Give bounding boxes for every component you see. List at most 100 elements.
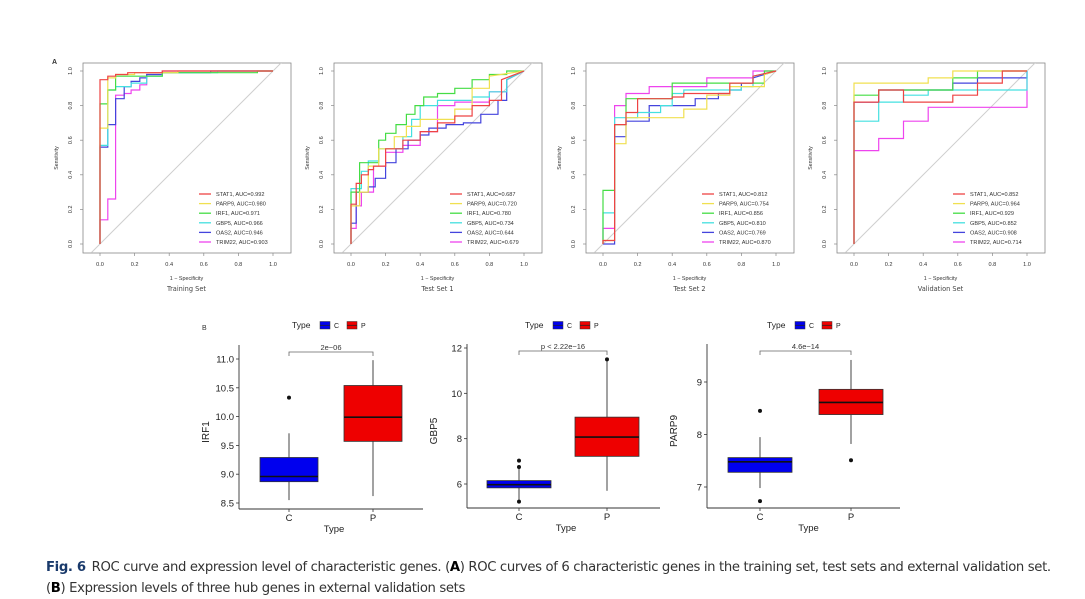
legend: Type C P: [767, 320, 841, 330]
legend-label: P: [836, 323, 841, 330]
y-tick-label: 0.6: [822, 136, 828, 144]
legend: Type C P: [525, 320, 599, 330]
legend-label: P: [594, 323, 599, 330]
outlier-point: [758, 499, 762, 504]
y-tick-label: 1.0: [822, 67, 828, 75]
figure-canvas: A B 0.0 0.2 0.4 0.6 0.8 1.0 0.0 0.2 0.4 0.6 0.8 1.0…: [52, 59, 1046, 535]
legend-label: TRIM22, AUC=0.870: [719, 240, 771, 246]
legend-label: PARP9, AUC=0.980: [216, 202, 266, 208]
x-tick-label: C: [757, 512, 764, 523]
x-tick-label: P: [370, 513, 376, 524]
y-tick-label: 1.0: [319, 67, 325, 75]
y-tick-label: 0.2: [822, 206, 828, 214]
y-axis-label: Sensitivity: [305, 146, 311, 170]
y-tick-label: 0.6: [571, 136, 577, 144]
caption-text-part: ) ROC curves of 6 characteristic genes i…: [46, 560, 1051, 596]
y-tick-label: 0.4: [571, 171, 577, 179]
x-tick-label: 1.0: [772, 262, 780, 268]
plot-frame: [82, 62, 292, 254]
y-tick-label: 0.0: [571, 240, 577, 248]
diagonal-reference-line: [593, 63, 785, 253]
caption-fig-label: Fig. 6: [46, 560, 86, 575]
x-tick-label: 0.2: [382, 262, 390, 268]
p-value-label: 4.6e−14: [792, 342, 819, 351]
y-tick-label: 10.5: [216, 383, 235, 394]
legend-label: OAS2, AUC=0.644: [467, 230, 514, 236]
legend-label: GBP5, AUC=0.852: [970, 221, 1017, 227]
x-tick-label: C: [286, 513, 293, 524]
y-tick-label: 0.6: [68, 136, 74, 144]
x-tick-label: 0.0: [347, 262, 355, 268]
x-axis-label: 1 − Specificity: [421, 276, 455, 282]
y-tick-label: 8: [697, 430, 702, 441]
outlier-point: [758, 408, 762, 413]
roc-line-trim22: [853, 71, 1028, 244]
outlier-point: [849, 458, 853, 463]
x-tick-label: P: [604, 512, 610, 523]
roc-panels: 0.0 0.2 0.4 0.6 0.8 1.0 0.0 0.2 0.4 0.6 0.8 1.0 Sens…: [54, 62, 1046, 293]
outlier-point: [517, 465, 521, 469]
legend-label: IRF1, AUC=0.856: [719, 211, 763, 217]
y-tick-label: 1.0: [571, 67, 577, 75]
y-tick-label: 12: [451, 344, 462, 355]
y-tick-label: 10.0: [216, 412, 235, 423]
roc-line-irf1: [853, 70, 1027, 244]
y-axis-label: Sensitivity: [808, 146, 814, 170]
legend-label: IRF1, AUC=0.780: [467, 211, 511, 217]
panel-label-a: A: [52, 59, 57, 66]
y-tick-label: 0.8: [319, 102, 325, 110]
legend-label: TRIM22, AUC=0.903: [216, 240, 268, 246]
legend-label: STAT1, AUC=0.992: [216, 192, 264, 198]
y-tick-label: 0.8: [571, 102, 577, 110]
x-tick-label: 0.6: [703, 262, 711, 268]
x-tick-label: P: [848, 512, 854, 523]
legend-label: C: [334, 323, 339, 330]
x-tick-label: 1.0: [269, 262, 277, 268]
outlier-point: [605, 357, 609, 362]
roc-line-parp9: [853, 70, 1027, 244]
boxplot-irf1: 8.5 9.0 9.5 10.0 10.5 11.0 C P IRF1 Type 2e−06 Type…: [201, 320, 423, 535]
p-value-label: 2e−06: [320, 343, 341, 352]
x-tick-label: 0.0: [850, 262, 858, 268]
legend-box: [949, 187, 1044, 252]
x-tick-label: 0.6: [954, 262, 962, 268]
legend-title: Type: [525, 320, 544, 330]
x-axis-label: 1 − Specificity: [673, 276, 707, 282]
outlier-point: [517, 458, 521, 463]
y-tick-label: 0.4: [319, 171, 325, 179]
boxplot-gbp5: 6 8 10 12 C P GBP5 Type p < 2.22e−16 Type C P: [429, 320, 660, 534]
legend: Type C P: [292, 320, 366, 330]
roc-line-stat1: [853, 70, 1027, 244]
legend-label: GBP5, AUC=0.734: [467, 221, 514, 227]
legend-label: TRIM22, AUC=0.714: [970, 240, 1022, 246]
x-tick-label: 0.2: [131, 262, 139, 268]
x-axis-label: Type: [324, 524, 345, 535]
outlier-point: [517, 499, 521, 504]
x-tick-label: 0.6: [451, 262, 459, 268]
legend-label: PARP9, AUC=0.964: [970, 202, 1020, 208]
legend-box: [195, 187, 290, 252]
legend-label: GBP5, AUC=0.810: [719, 221, 766, 227]
figure-caption: Fig. 6 ROC curve and expression level of …: [46, 557, 1066, 599]
legend-label: STAT1, AUC=0.812: [719, 192, 767, 198]
legend-box: [446, 187, 541, 252]
x-tick-label: 0.4: [668, 262, 676, 268]
roc-line-gbp5: [350, 70, 525, 244]
legend-label: GBP5, AUC=0.966: [216, 221, 263, 227]
legend-title: Type: [292, 320, 311, 330]
y-tick-label: 0.0: [319, 240, 325, 248]
y-axis-label: Sensitivity: [54, 146, 60, 170]
y-tick-label: 9: [697, 378, 702, 389]
roc-chart-4: 0.0 0.2 0.4 0.6 0.8 1.0 0.0 0.2 0.4 0.6 0.8 1.0 Sens…: [808, 62, 1046, 293]
y-axis-label: Sensitivity: [557, 146, 563, 170]
box-p: [574, 357, 640, 491]
y-tick-label: 0.8: [68, 102, 74, 110]
y-tick-label: 9.5: [221, 441, 234, 452]
caption-text-part: ROC curve and expression level of charac…: [91, 560, 451, 575]
box-c: [727, 408, 793, 504]
box-c: [259, 395, 319, 501]
y-tick-label: 9.0: [221, 470, 234, 481]
plot-frame: [836, 62, 1046, 254]
caption-text: ROC curve and expression level of charac…: [46, 560, 1051, 596]
y-tick-label: 10: [451, 389, 462, 400]
